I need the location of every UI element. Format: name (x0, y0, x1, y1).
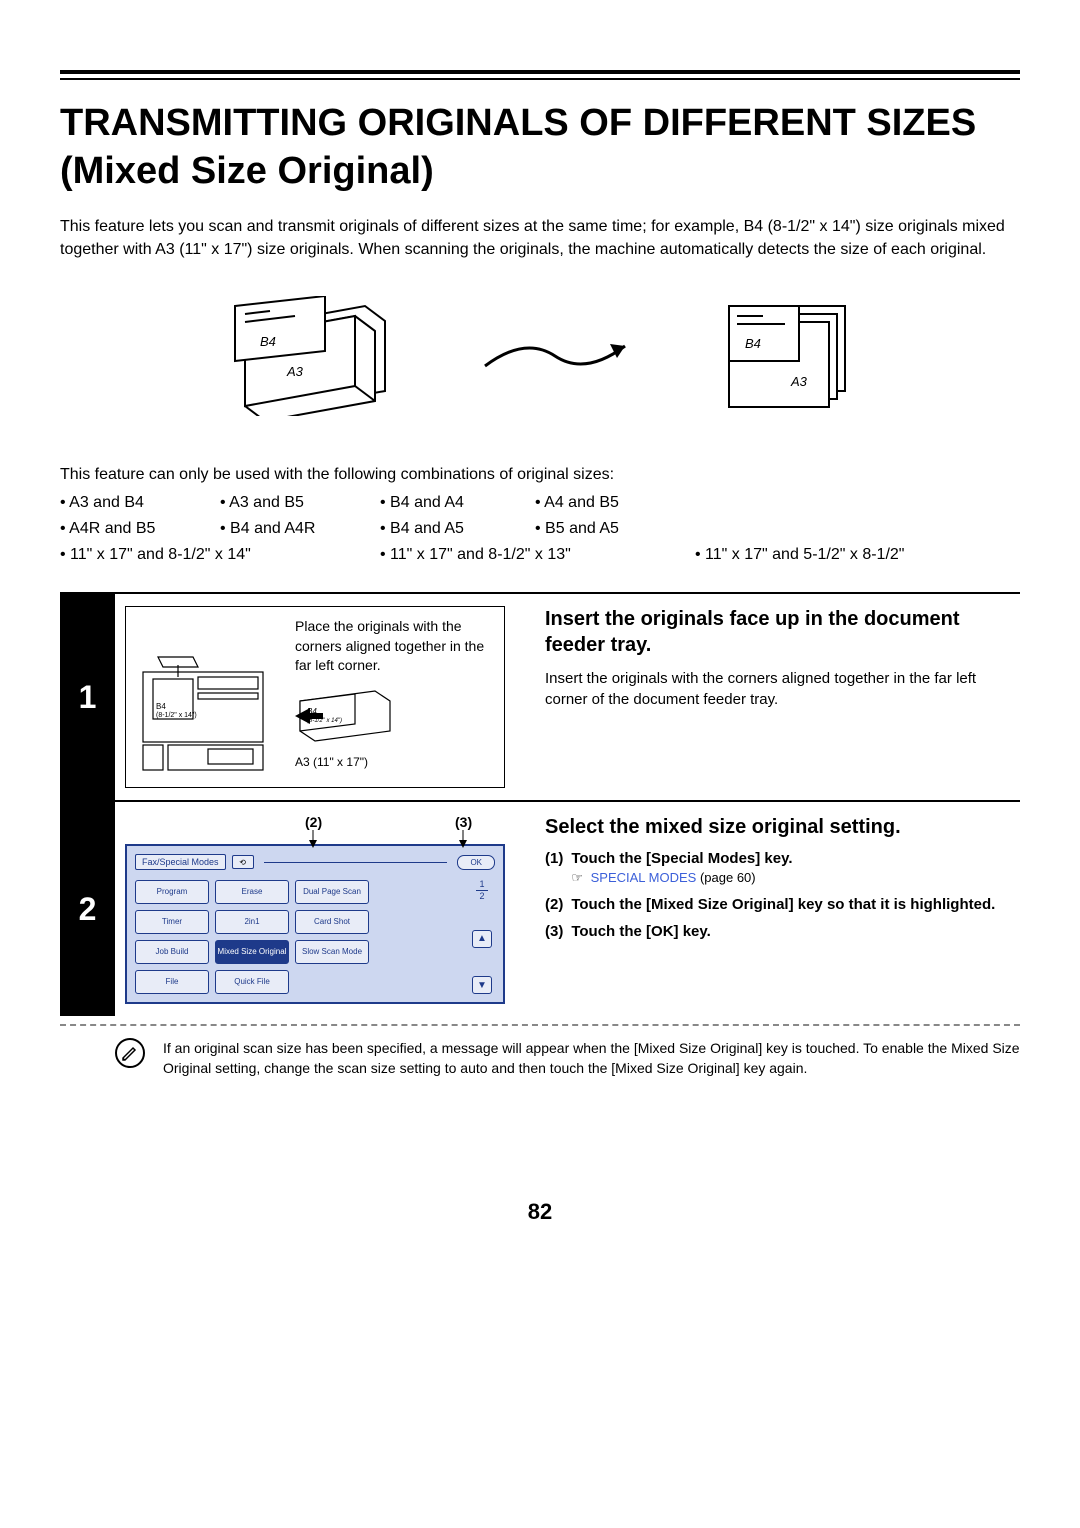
list-item-text: Touch the [Special Modes] key. (571, 850, 792, 867)
svg-text:B4: B4 (745, 336, 761, 351)
page-title: TRANSMITTING ORIGINALS OF DIFFERENT SIZE… (60, 100, 1020, 195)
stack-diagram-right: B4 A3 (715, 296, 865, 416)
note-text: If an original scan size has been specif… (163, 1038, 1020, 1079)
file-button[interactable]: File (135, 970, 209, 994)
combo-cell: • B4 and A4R (220, 516, 380, 542)
combo-cell: • A4 and B5 (535, 490, 735, 516)
program-button[interactable]: Program (135, 880, 209, 904)
dual-page-scan-button[interactable]: Dual Page Scan (295, 880, 369, 904)
list-item-text: Touch the [Mixed Size Original] key so t… (571, 896, 1020, 913)
page-stack-small: B4 (8-1/2" x 14") (295, 686, 395, 746)
scroll-down-button[interactable]: ▼ (472, 976, 492, 994)
ok-button[interactable]: OK (457, 855, 495, 870)
special-modes-link[interactable]: SPECIAL MODES (591, 870, 697, 885)
job-build-button[interactable]: Job Build (135, 940, 209, 964)
page-indicator: 1 2 (476, 880, 488, 901)
combos-intro: This feature can only be used with the f… (60, 466, 1020, 484)
diagram-row: B4 A3 B4 A3 (60, 296, 1020, 416)
combo-cell: • A3 and B5 (220, 490, 380, 516)
double-rule (60, 70, 1020, 80)
screen-wrap: (2) (3) Fax/Special Modes ⟲ OK (125, 814, 505, 1004)
list-number: (1) (545, 850, 563, 886)
combo-cell: • A4R and B5 (60, 516, 220, 542)
stack-diagram-left: B4 A3 (215, 296, 415, 416)
back-icon[interactable]: ⟲ (232, 855, 254, 869)
svg-text:(8-1/2" x 14"): (8-1/2" x 14") (156, 712, 197, 719)
page-ref: (page 60) (696, 870, 755, 885)
list-item-text: Touch the [OK] key. (571, 923, 1020, 940)
combo-cell: • A3 and B4 (60, 490, 220, 516)
timer-button[interactable]: Timer (135, 910, 209, 934)
combos-list: • A3 and B4 • A3 and B5 • B4 and A4 • A4… (60, 490, 1020, 567)
step-number: 1 (60, 594, 115, 800)
combo-cell: • 11" x 17" and 8-1/2" x 14" (60, 542, 380, 568)
erase-button[interactable]: Erase (215, 880, 289, 904)
touch-screen: Fax/Special Modes ⟲ OK Program Timer Job… (125, 844, 505, 1004)
feeder-illustration: B4 (8-1/2" x 14") (138, 617, 283, 777)
dashed-separator (60, 1024, 1020, 1026)
card-shot-button[interactable]: Card Shot (295, 910, 369, 934)
combo-cell: • B4 and A4 (380, 490, 535, 516)
svg-text:B4: B4 (156, 702, 166, 711)
combo-cell: • B4 and A5 (380, 516, 535, 542)
step1-heading: Insert the originals face up in the docu… (545, 606, 1020, 658)
2in1-button[interactable]: 2in1 (215, 910, 289, 934)
step2-heading: Select the mixed size original setting. (545, 814, 1020, 840)
quick-file-button[interactable]: Quick File (215, 970, 289, 994)
combo-cell: • 11" x 17" and 5-1/2" x 8-1/2" (695, 542, 1015, 568)
step1-caption: Place the originals with the corners ali… (295, 617, 492, 676)
page-number: 82 (60, 1199, 1020, 1225)
scroll-up-button[interactable]: ▲ (472, 930, 492, 948)
callout-3: (3) (455, 814, 472, 830)
combo-cell: • B5 and A5 (535, 516, 735, 542)
step-number: 2 (60, 802, 115, 1016)
svg-text:A3: A3 (790, 374, 808, 389)
combo-cell: • 11" x 17" and 8-1/2" x 13" (380, 542, 695, 568)
step-1: 1 (60, 592, 1020, 800)
mixed-size-original-button[interactable]: Mixed Size Original (215, 940, 289, 964)
pencil-icon (115, 1038, 145, 1068)
step1-text: Insert the originals with the corners al… (545, 668, 1020, 710)
step1-bottom-label: A3 (11" x 17") (295, 755, 492, 769)
arrow-icon (475, 326, 655, 386)
callout-lines (125, 830, 505, 850)
intro-text: This feature lets you scan and transmit … (60, 215, 1020, 261)
pointer-icon: ☞ (571, 870, 583, 885)
note-row: If an original scan size has been specif… (60, 1038, 1020, 1079)
svg-text:B4: B4 (260, 334, 276, 349)
list-number: (2) (545, 896, 563, 913)
callout-2: (2) (305, 814, 322, 830)
step-2: 2 (2) (3) Fax/Special Modes ⟲ (60, 800, 1020, 1016)
slow-scan-mode-button[interactable]: Slow Scan Mode (295, 940, 369, 964)
step1-illustration-box: B4 (8-1/2" x 14") Place the originals wi… (125, 606, 505, 788)
step2-list: (1) Touch the [Special Modes] key. ☞ SPE… (545, 850, 1020, 940)
list-number: (3) (545, 923, 563, 940)
svg-text:A3: A3 (286, 364, 304, 379)
screen-header-label: Fax/Special Modes (135, 854, 226, 870)
